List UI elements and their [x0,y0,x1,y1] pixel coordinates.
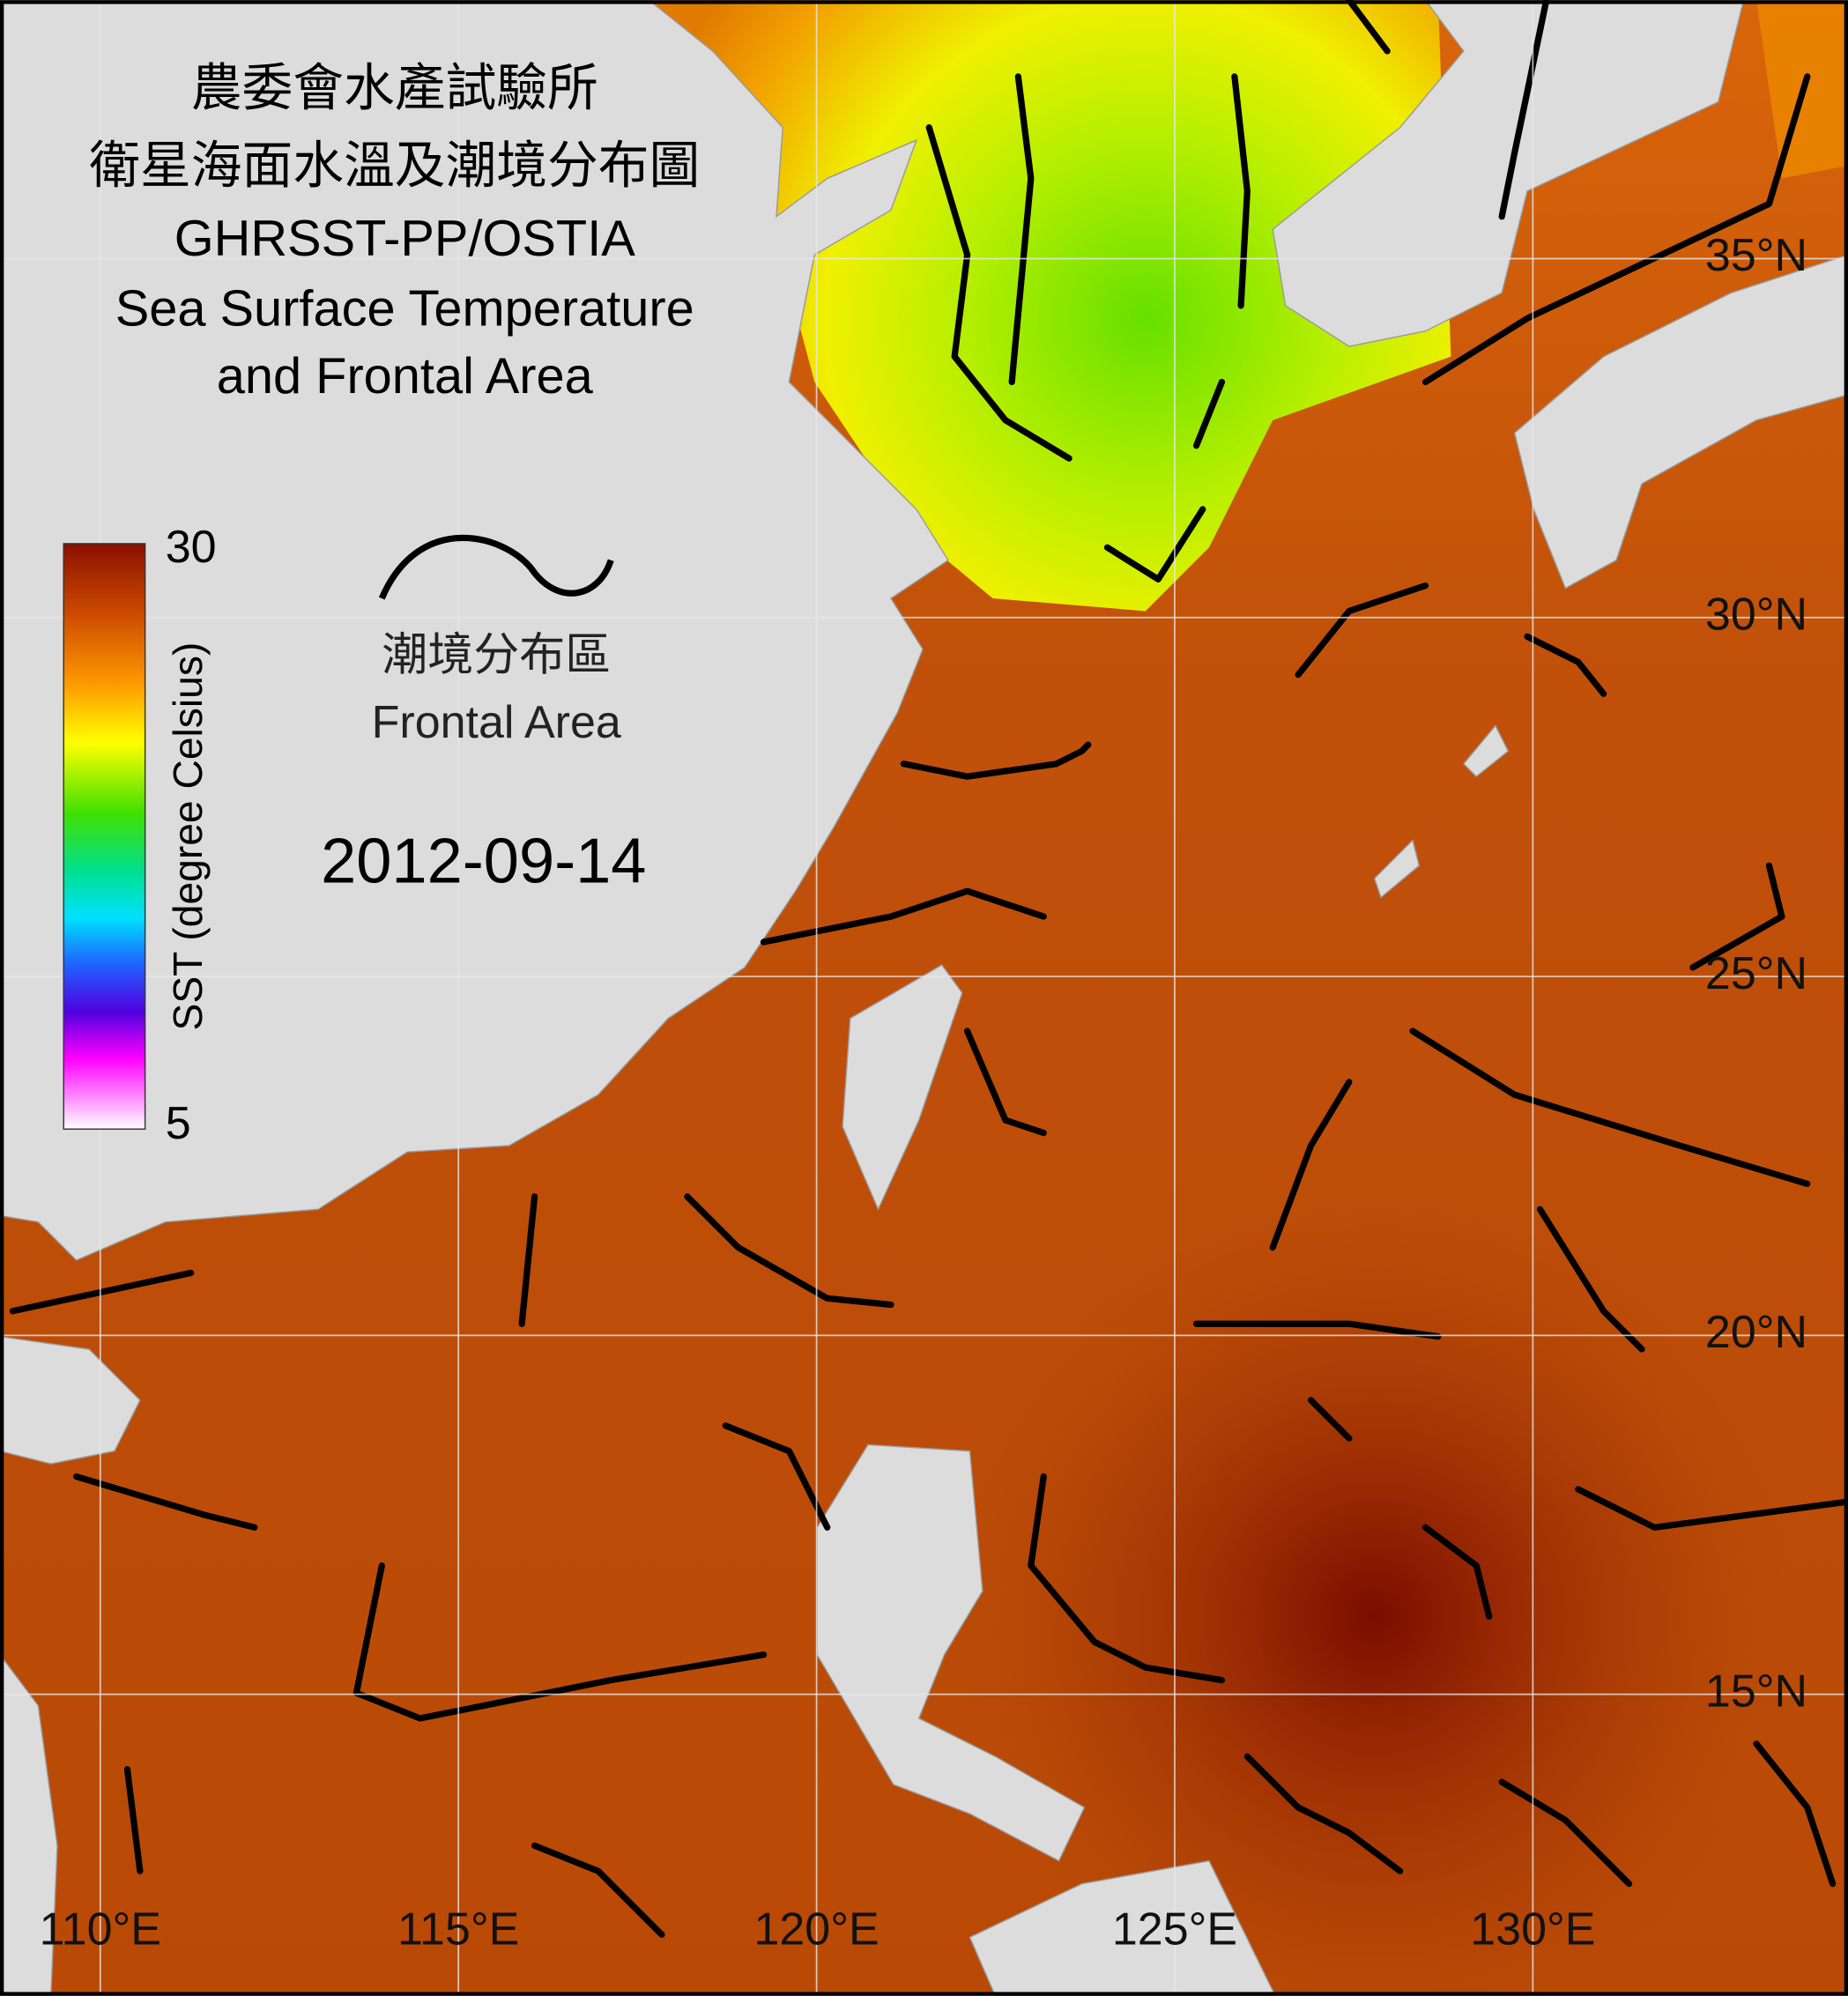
colorbar-label: SST (degree Celsius) [165,642,211,1031]
lon-label: 125°E [1112,1903,1237,1955]
date: 2012-09-14 [321,826,646,896]
legend-label-zh: 潮境分布區 [382,630,611,681]
colorbar-min: 5 [166,1098,191,1149]
legend-label-en: Frontal Area [372,697,621,748]
colorbar [63,543,146,1130]
lat-label: 30°N [1705,590,1807,641]
title-line: GHRSST-PP/OSTIA [174,211,636,267]
lat-label: 25°N [1705,948,1807,999]
title-line: 農委會水產試驗所 [191,60,598,116]
legend-symbol [378,534,614,600]
title-line: Sea Surface Temperature [115,280,694,337]
colorbar-max: 30 [166,522,217,573]
lat-label: 20°N [1705,1307,1807,1358]
lon-label: 120°E [753,1903,879,1955]
lat-label: 15°N [1705,1666,1807,1717]
frontal-lines [9,0,1848,1939]
title: 農委會水產試驗所 衛星海面水溫及潮境分布圖 GHRSST-PP/OSTIA Se… [89,60,700,404]
lon-label: 115°E [397,1903,519,1955]
lon-label: 130°E [1470,1903,1595,1955]
lat-label: 35°N [1705,230,1807,281]
title-line: and Frontal Area [217,348,594,404]
lon-label: 110°E [40,1903,161,1955]
title-line: 衛星海面水溫及潮境分布圖 [89,138,700,195]
